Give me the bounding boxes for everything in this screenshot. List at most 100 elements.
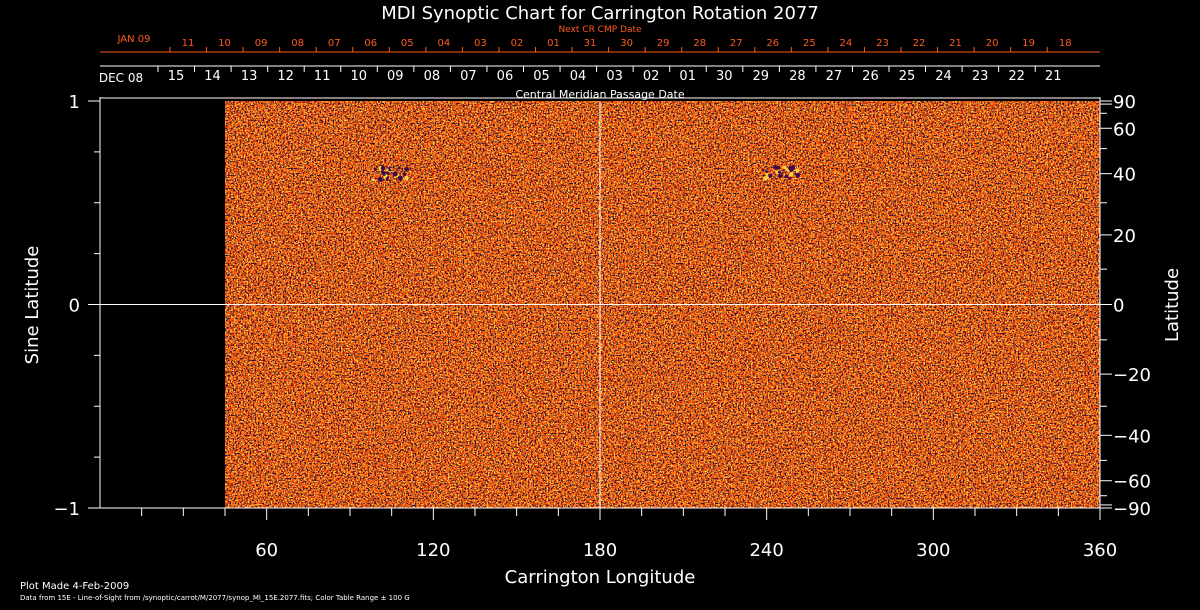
next-cr-date: 31 [584,38,597,49]
next-cr-date: 03 [474,38,487,49]
active-region-spot [795,168,800,173]
x-tick-label: 180 [583,540,617,561]
next-cr-date: 28 [693,38,706,49]
top-axis-date: 27 [826,69,843,84]
top-axis-date: 28 [789,69,806,84]
top-axis-label: Central Meridian Passage Date [515,88,684,101]
next-cr-date: 01 [547,38,560,49]
top-axis-date: 04 [570,69,587,84]
next-cr-date: 06 [364,38,377,49]
y-axis-left-label: Sine Latitude [22,246,43,365]
top-axis-date: 11 [314,69,331,84]
top-axis-date: 26 [862,69,879,84]
top-axis-date: 10 [350,69,367,84]
top-axis-date: 06 [497,69,514,84]
next-cr-date: 08 [291,38,304,49]
top-axis-date: 08 [424,69,441,84]
active-region-spot [371,178,375,182]
next-cr-date: 11 [182,38,195,49]
active-region-spot [795,172,801,178]
active-region-spot [380,165,386,171]
y-axis-right-label: Latitude [1162,268,1183,342]
top-axis-date: 01 [679,69,696,84]
next-cr-date: 27 [730,38,743,49]
x-tick-label: 360 [1083,540,1117,561]
top-axis-date: 25 [899,69,916,84]
plot-made-label: Plot Made 4-Feb-2009 [20,581,129,592]
top-axis-date: 13 [241,69,258,84]
active-region-spot [768,173,773,178]
top-axis-date: 29 [753,69,770,84]
top-axis-date: 02 [643,69,660,84]
y-right-tick-label: 0 [1113,296,1124,317]
y-left-tick-label: 0 [69,296,80,317]
active-region-spot [761,168,765,172]
y-right-tick-label: 60 [1113,119,1136,140]
active-region-spot [788,166,792,170]
next-cr-date: 23 [876,38,889,49]
chart-title: MDI Synoptic Chart for Carrington Rotati… [381,3,819,24]
next-cr-date: 29 [657,38,670,49]
y-right-tick-label: −90 [1113,499,1151,520]
active-region-spot [381,169,384,173]
source-line-label: Data from 15E - Line-of-Sight from /syno… [20,594,410,602]
next-cr-date: 30 [620,38,633,49]
active-region-spot [373,167,377,171]
active-region-spot [787,170,790,173]
active-region-spot [773,164,778,170]
active-region [761,164,801,181]
next-cr-date: 21 [949,38,962,49]
active-region-spot [784,174,789,179]
y-right-tick-label: 90 [1113,92,1136,113]
next-cr-date: 07 [328,38,341,49]
top-axis-date: 15 [168,69,185,84]
active-region-spot [765,170,769,173]
active-region-spot [787,177,791,180]
top-axis-date: 05 [533,69,550,84]
next-cr-label: Next CR CMP Date [558,25,642,35]
active-region-spot [791,166,796,170]
next-cr-date: 10 [218,38,231,49]
next-cr-date: 04 [437,38,450,49]
next-cr-date: 02 [511,38,524,49]
active-region-spot [776,165,781,170]
x-tick-label: 240 [749,540,783,561]
x-axis-label: Carrington Longitude [505,567,696,588]
top-axis-date: 12 [277,69,294,84]
next-cr-date: 24 [840,38,853,49]
next-cr-month-label: JAN 09 [117,34,151,45]
y-right-tick-label: 40 [1113,165,1136,186]
top-axis-date: 09 [387,69,404,84]
top-axis-date: 30 [716,69,733,84]
active-region-spot [377,176,383,182]
active-region-spot [782,165,787,170]
active-region-spot [397,175,403,181]
y-right-tick-label: −20 [1113,365,1151,386]
y-right-tick-label: −40 [1113,426,1151,447]
next-cr-date: 09 [255,38,268,49]
active-region-spot [385,168,389,171]
active-region-spot [404,166,410,172]
next-cr-date: 25 [803,38,816,49]
active-region-spot [392,171,398,177]
active-region [371,165,410,183]
top-axis-date: 21 [1045,69,1062,84]
next-cr-date: 20 [986,38,999,49]
active-region-spot [382,172,386,176]
y-right-tick-label: −60 [1113,472,1151,493]
active-region-spot [765,172,769,176]
top-axis-date: 14 [204,69,221,84]
active-region-spot [404,175,409,181]
x-tick-label: 120 [416,540,450,561]
top-axis-date: 22 [1008,69,1025,84]
next-cr-date: 05 [401,38,414,49]
active-region-spot [777,174,781,177]
active-region-spot [781,172,784,175]
top-axis-date: 07 [460,69,477,84]
y-left-tick-label: −1 [53,499,80,520]
next-cr-date: 19 [1022,38,1035,49]
y-left-tick-label: 1 [69,92,80,113]
x-tick-label: 60 [255,540,278,561]
top-axis-date: 03 [606,69,623,84]
